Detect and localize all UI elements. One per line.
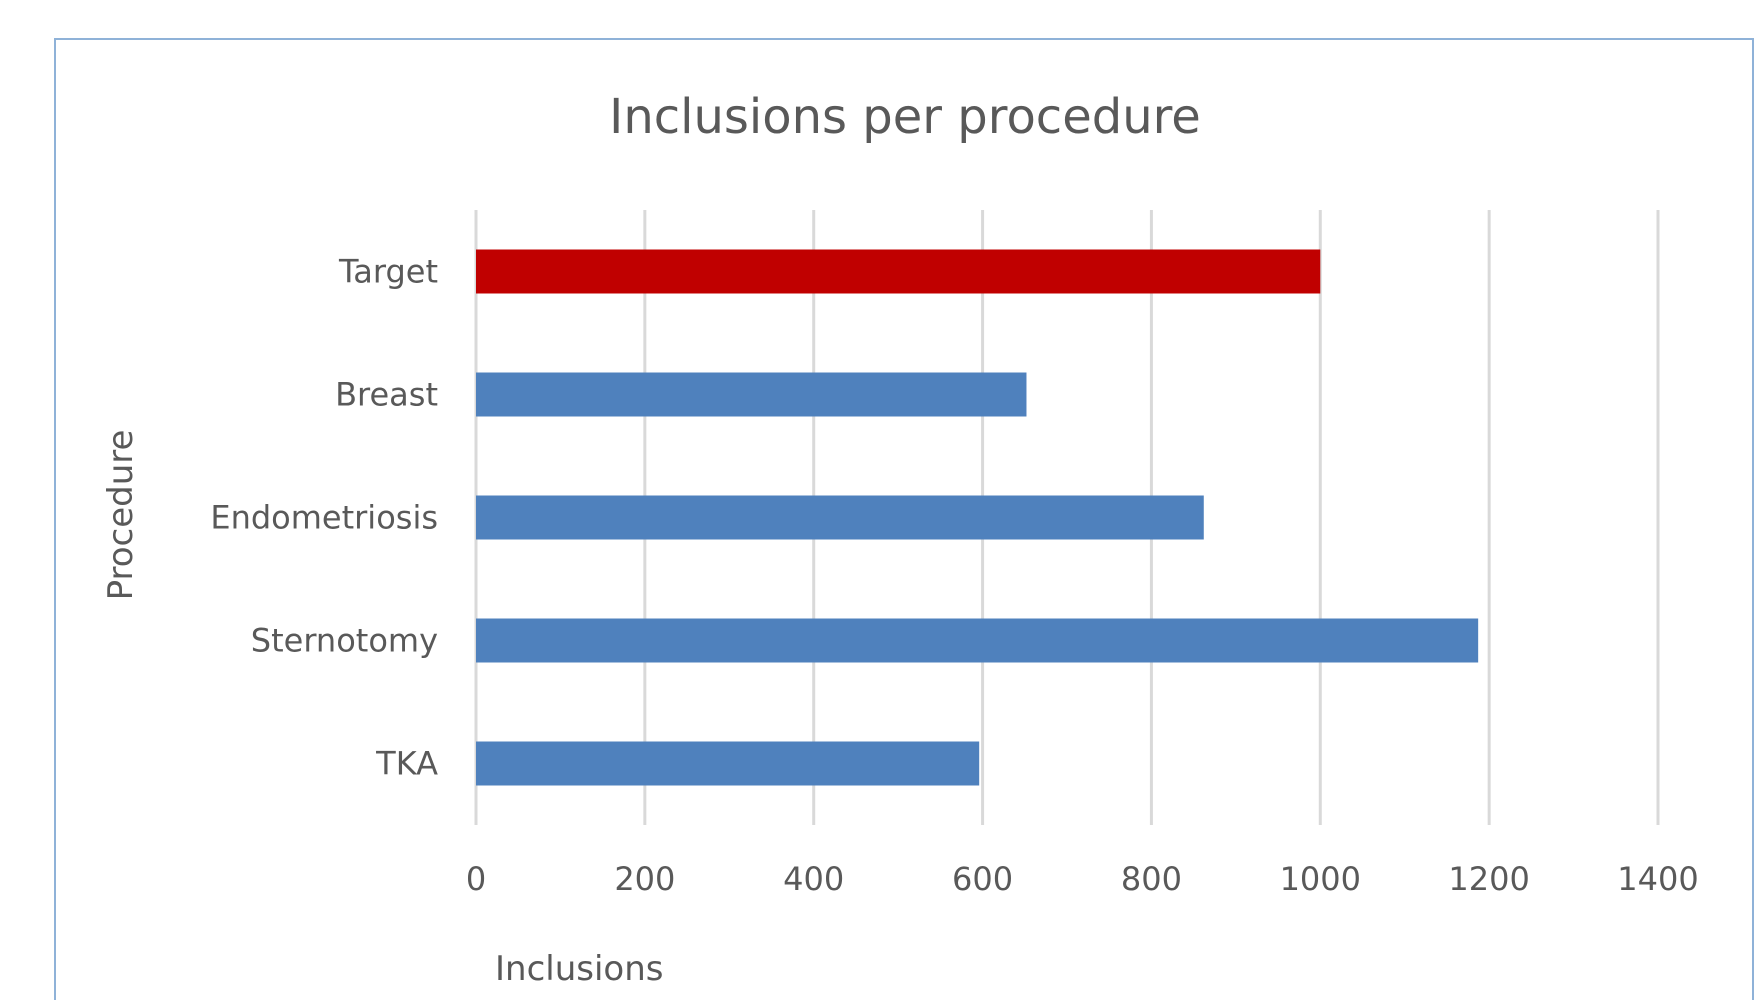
bar-target (476, 249, 1321, 294)
x-tick-label: 1000 (1280, 860, 1361, 898)
x-tick-label: 600 (952, 860, 1013, 898)
bars (476, 249, 1479, 786)
y-axis-title: Procedure (101, 430, 141, 601)
x-tick-label: 1400 (1617, 860, 1698, 898)
category-label-tka: TKA (375, 745, 438, 783)
category-label-target: Target (338, 253, 438, 291)
category-label-breast: Breast (335, 376, 438, 414)
bar-endometriosis (476, 495, 1204, 540)
bar-sternotomy (476, 618, 1479, 663)
bar-breast (476, 372, 1027, 417)
x-tick-labels: 0 200 400 600 800 1000 1200 1400 (466, 860, 1699, 898)
category-label-endometriosis: Endometriosis (210, 499, 438, 537)
x-tick-label: 200 (614, 860, 675, 898)
bar-tka (476, 741, 980, 786)
x-tick-label: 0 (466, 860, 486, 898)
x-tick-label: 800 (1121, 860, 1182, 898)
x-tick-label: 1200 (1448, 860, 1529, 898)
category-labels: Target Breast Endometriosis Sternotomy TKA (210, 253, 438, 783)
x-tick-label: 400 (783, 860, 844, 898)
chart-title: Inclusions per procedure (609, 89, 1201, 145)
category-label-sternotomy: Sternotomy (251, 622, 438, 660)
x-axis-title: Inclusions (495, 949, 664, 989)
